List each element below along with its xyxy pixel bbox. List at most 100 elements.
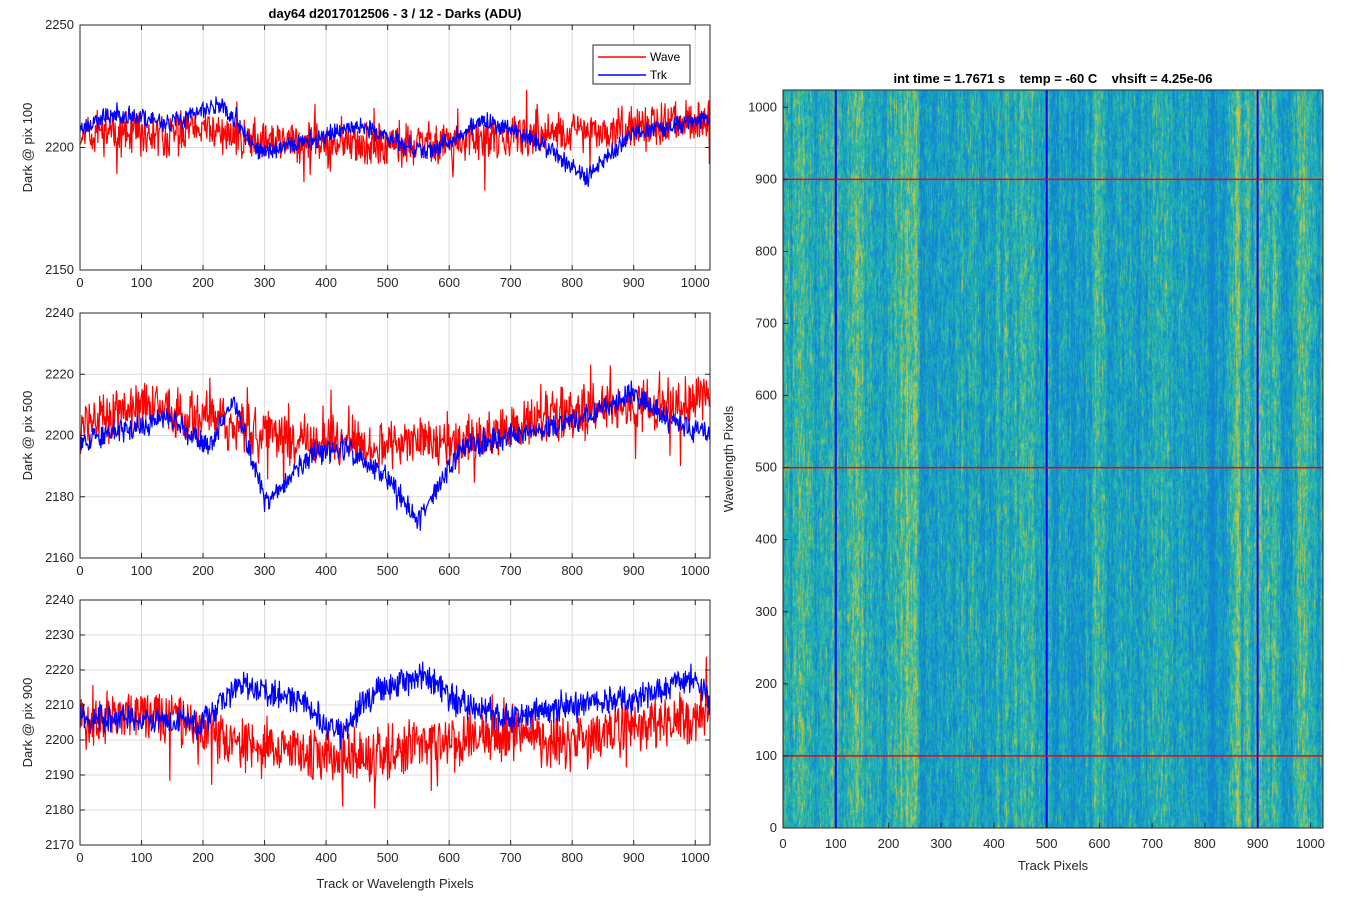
x-tick-label: 1000	[1296, 836, 1325, 851]
x-tick-label: 600	[438, 850, 460, 865]
series-lines	[79, 364, 710, 531]
y-tick-label: 300	[755, 604, 777, 619]
x-tick-label: 0	[76, 275, 83, 290]
series-line-wave	[79, 364, 710, 493]
x-tick-label: 800	[561, 850, 583, 865]
y-axis-label: Dark @ pix 500	[20, 391, 35, 481]
series-line-trk	[79, 661, 710, 751]
y-tick-label: 2220	[45, 662, 74, 677]
y-tick-label: 2160	[45, 550, 74, 565]
y-tick-label: 1000	[748, 99, 777, 114]
series-line-wave	[79, 656, 710, 809]
x-tick-label: 900	[623, 850, 645, 865]
legend-label-wave: Wave	[650, 50, 681, 64]
grid-lines	[80, 600, 710, 845]
heatmap-y-axis-label: Wavelength Pixels	[721, 405, 736, 512]
x-tick-label: 0	[76, 850, 83, 865]
x-tick-label: 600	[438, 275, 460, 290]
x-tick-label: 400	[315, 563, 337, 578]
y-tick-label: 200	[755, 676, 777, 691]
x-tick-label: 800	[1194, 836, 1216, 851]
series-line-trk	[79, 380, 710, 531]
x-axis-label: Track or Wavelength Pixels	[316, 876, 474, 891]
x-tick-label: 900	[1247, 836, 1269, 851]
x-tick-label: 600	[438, 563, 460, 578]
reference-lines	[783, 90, 1323, 828]
axis-ticks: 0 100 200 300 400 500 600 700 800 900 1000 2170 2180…	[45, 592, 710, 865]
plot-dark-pix-100: 0 100 200 300 400 500 600 700 800 900 1000 2150 2200…	[20, 6, 711, 290]
figure-title: day64 d2017012506 - 3 / 12 - Darks (ADU)	[269, 6, 522, 21]
x-tick-label: 400	[315, 850, 337, 865]
x-tick-label: 300	[254, 850, 276, 865]
y-tick-label: 2200	[45, 732, 74, 747]
y-tick-label: 2170	[45, 837, 74, 852]
y-tick-label: 600	[755, 388, 777, 403]
y-tick-label: 2240	[45, 592, 74, 607]
y-tick-label: 2180	[45, 802, 74, 817]
y-tick-label: 2190	[45, 767, 74, 782]
x-tick-label: 200	[878, 836, 900, 851]
axis-ticks: 0 100 200 300 400 500 600 700 800 900 1000 2150 2200…	[45, 17, 710, 290]
y-tick-label: 100	[755, 748, 777, 763]
y-tick-label: 2210	[45, 697, 74, 712]
x-tick-label: 600	[1089, 836, 1111, 851]
x-tick-label: 1000	[681, 563, 710, 578]
x-tick-label: 200	[192, 850, 214, 865]
heatmap-title: int time = 1.7671 s temp = -60 C vhsift …	[893, 71, 1212, 86]
legend-label-trk: Trk	[650, 68, 668, 82]
x-tick-label: 700	[500, 850, 522, 865]
legend: Wave Trk	[592, 44, 691, 85]
x-tick-label: 700	[500, 275, 522, 290]
y-tick-label: 2230	[45, 627, 74, 642]
y-tick-label: 2150	[45, 262, 74, 277]
x-tick-label: 800	[561, 563, 583, 578]
y-tick-label: 2200	[45, 428, 74, 443]
y-axis-label: Dark @ pix 100	[20, 103, 35, 193]
x-tick-label: 0	[76, 563, 83, 578]
x-tick-label: 800	[561, 275, 583, 290]
heatmap-image	[783, 90, 1323, 828]
y-tick-label: 800	[755, 243, 777, 258]
x-tick-label: 1000	[681, 850, 710, 865]
y-tick-label: 0	[770, 820, 777, 835]
plot-dark-pix-500: 0 100 200 300 400 500 600 700 800 900 1000 2160 2180…	[20, 305, 711, 578]
x-tick-label: 300	[254, 275, 276, 290]
x-tick-label: 400	[983, 836, 1005, 851]
y-tick-label: 2200	[45, 140, 74, 155]
y-tick-label: 2220	[45, 366, 74, 381]
series-line-wave	[79, 89, 710, 191]
y-tick-label: 700	[755, 316, 777, 331]
x-tick-label: 300	[254, 563, 276, 578]
y-tick-label: 2240	[45, 305, 74, 320]
x-tick-label: 500	[1036, 836, 1058, 851]
x-tick-label: 100	[131, 850, 153, 865]
y-axis-label: Dark @ pix 900	[20, 678, 35, 768]
y-tick-label: 500	[755, 460, 777, 475]
heatmap-darks: 0 100 200 300 400 500 600 700 800 900 1000 0 100 200 3…	[721, 71, 1325, 873]
x-tick-label: 100	[131, 563, 153, 578]
x-tick-label: 100	[131, 275, 153, 290]
axis-ticks: 0 100 200 300 400 500 600 700 800 900 1000 0 100 200 3…	[748, 99, 1325, 851]
plot-dark-pix-900: 0 100 200 300 400 500 600 700 800 900 1000 2170 2180…	[20, 592, 711, 891]
y-tick-label: 900	[755, 171, 777, 186]
x-tick-label: 300	[930, 836, 952, 851]
x-tick-label: 500	[377, 563, 399, 578]
series-lines	[79, 656, 710, 809]
x-tick-label: 100	[825, 836, 847, 851]
y-tick-label: 2250	[45, 17, 74, 32]
x-tick-label: 1000	[681, 275, 710, 290]
y-tick-label: 2180	[45, 489, 74, 504]
x-tick-label: 900	[623, 275, 645, 290]
x-tick-label: 500	[377, 850, 399, 865]
y-tick-label: 400	[755, 532, 777, 547]
x-tick-label: 400	[315, 275, 337, 290]
x-tick-label: 200	[192, 563, 214, 578]
x-tick-label: 700	[500, 563, 522, 578]
heatmap-x-axis-label: Track Pixels	[1018, 858, 1089, 873]
axis-ticks: 0 100 200 300 400 500 600 700 800 900 1000 2160 2180…	[45, 305, 710, 578]
x-tick-label: 200	[192, 275, 214, 290]
x-tick-label: 0	[779, 836, 786, 851]
series-lines	[79, 89, 710, 191]
x-tick-label: 500	[377, 275, 399, 290]
